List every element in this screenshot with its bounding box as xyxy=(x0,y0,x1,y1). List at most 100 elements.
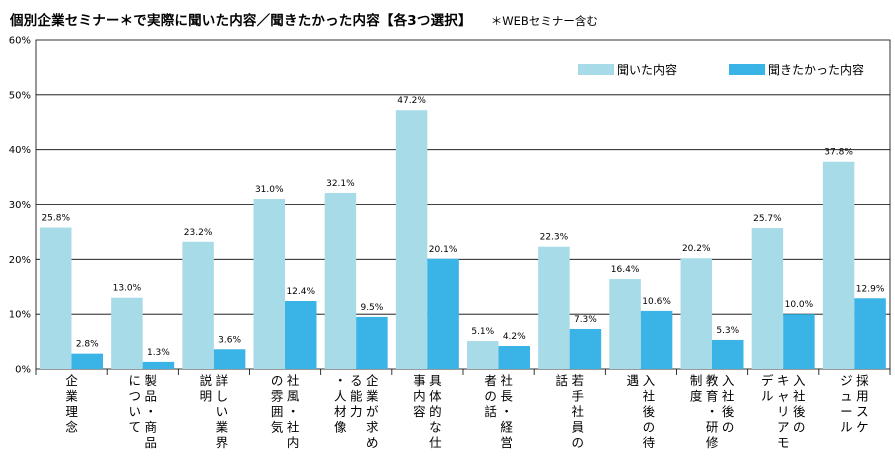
category-char: 社 xyxy=(287,373,300,388)
data-label: 7.3% xyxy=(574,315,597,325)
category-char: ・ xyxy=(144,404,157,419)
category-char: ・ xyxy=(287,404,300,419)
bar-wanted xyxy=(640,310,673,369)
category-char: の xyxy=(793,420,806,435)
category-char: 社 xyxy=(500,373,513,388)
category-char: 品 xyxy=(144,435,157,450)
data-label: 47.2% xyxy=(397,96,426,106)
bar-heard xyxy=(253,199,285,369)
category-char: の xyxy=(643,420,656,435)
category-char: 入 xyxy=(722,373,735,388)
category-char: 気 xyxy=(271,420,284,435)
category-char: 内 xyxy=(413,389,426,404)
bar-heard xyxy=(395,110,428,369)
category-char: に xyxy=(128,373,141,388)
category-char: 営 xyxy=(500,435,513,450)
category-char: 企 xyxy=(65,373,78,388)
legend-swatch xyxy=(729,64,765,75)
category-char: 材 xyxy=(334,404,347,419)
bar-wanted xyxy=(569,328,602,369)
category-char: い xyxy=(128,404,141,419)
data-label: 4.2% xyxy=(503,332,526,342)
category-char: ス xyxy=(856,404,869,419)
category-char: モ xyxy=(777,435,790,450)
category-char: 製 xyxy=(144,373,157,388)
category-char: め xyxy=(366,435,379,450)
category-char: 社 xyxy=(643,389,656,404)
data-label: 3.6% xyxy=(218,335,241,345)
bar-heard xyxy=(751,228,784,369)
category-char: ュ xyxy=(840,389,853,404)
y-tick-label: 40% xyxy=(9,145,31,156)
bar-wanted xyxy=(213,349,246,369)
category-char: デ xyxy=(761,373,774,388)
category-char: ジ xyxy=(840,373,853,388)
y-tick-label: 20% xyxy=(9,255,31,266)
category-char: 能 xyxy=(350,389,363,404)
data-label: 20.2% xyxy=(682,244,711,254)
data-label: 16.4% xyxy=(611,265,640,275)
data-label: 9.5% xyxy=(360,303,383,313)
category-char: つ xyxy=(128,389,141,404)
category-char: が xyxy=(366,404,379,419)
category-char: 採 xyxy=(856,373,869,388)
bar-wanted xyxy=(142,361,175,369)
legend-label: 聞いた内容 xyxy=(617,62,677,77)
data-label: 23.2% xyxy=(184,228,213,238)
category-char: キ xyxy=(777,373,790,388)
data-label: 12.9% xyxy=(856,284,885,294)
category-char: な xyxy=(429,420,442,435)
category-char: ャ xyxy=(777,389,790,404)
category-char: ・ xyxy=(500,404,513,419)
category-char: 社 xyxy=(571,404,584,419)
bar-heard xyxy=(680,258,712,369)
category-char: 後 xyxy=(643,404,656,419)
y-tick-label: 10% xyxy=(9,310,31,321)
category-char: 若 xyxy=(571,373,584,388)
category-char: 用 xyxy=(856,389,869,404)
bar-wanted xyxy=(498,345,530,369)
bar-heard xyxy=(182,241,214,369)
data-label: 31.0% xyxy=(255,185,284,195)
data-label: 12.4% xyxy=(286,287,315,297)
data-label: 2.8% xyxy=(76,340,99,350)
data-label: 5.1% xyxy=(471,327,494,337)
category-char: ー xyxy=(840,404,853,419)
label-layer: 25.8% 13.0% 23.2% 31.0% 32.1% 47.2% 5.1% 22.3% 1… xyxy=(41,96,884,358)
category-char: 業 xyxy=(366,389,379,404)
bar-heard xyxy=(324,192,357,369)
category-char: 社 xyxy=(793,389,806,404)
category-char: 育 xyxy=(706,389,719,404)
category-char: 事 xyxy=(413,373,426,388)
category-char: 制 xyxy=(690,373,703,388)
category-char: 員 xyxy=(571,420,584,435)
category-char: 明 xyxy=(200,389,213,404)
bar-wanted xyxy=(427,258,459,369)
category-char: ア xyxy=(777,420,790,435)
category-char: の xyxy=(271,373,284,388)
category-char: 研 xyxy=(706,420,719,435)
y-tick-label: 30% xyxy=(9,200,31,211)
category-char: る xyxy=(350,373,363,388)
category-char: 具 xyxy=(429,373,442,388)
category-char: 入 xyxy=(793,373,806,388)
bar-wanted xyxy=(783,314,815,369)
bar-wanted xyxy=(356,316,388,369)
data-label: 13.0% xyxy=(113,284,142,294)
bar-wanted xyxy=(712,339,744,369)
chart-title: 個別企業セミナー＊で実際に聞いた内容／聞きたかった内容【各3つ選択】 xyxy=(10,13,472,29)
category-char: 度 xyxy=(690,389,703,404)
category-char: い xyxy=(216,404,229,419)
data-label: 10.6% xyxy=(642,297,671,307)
